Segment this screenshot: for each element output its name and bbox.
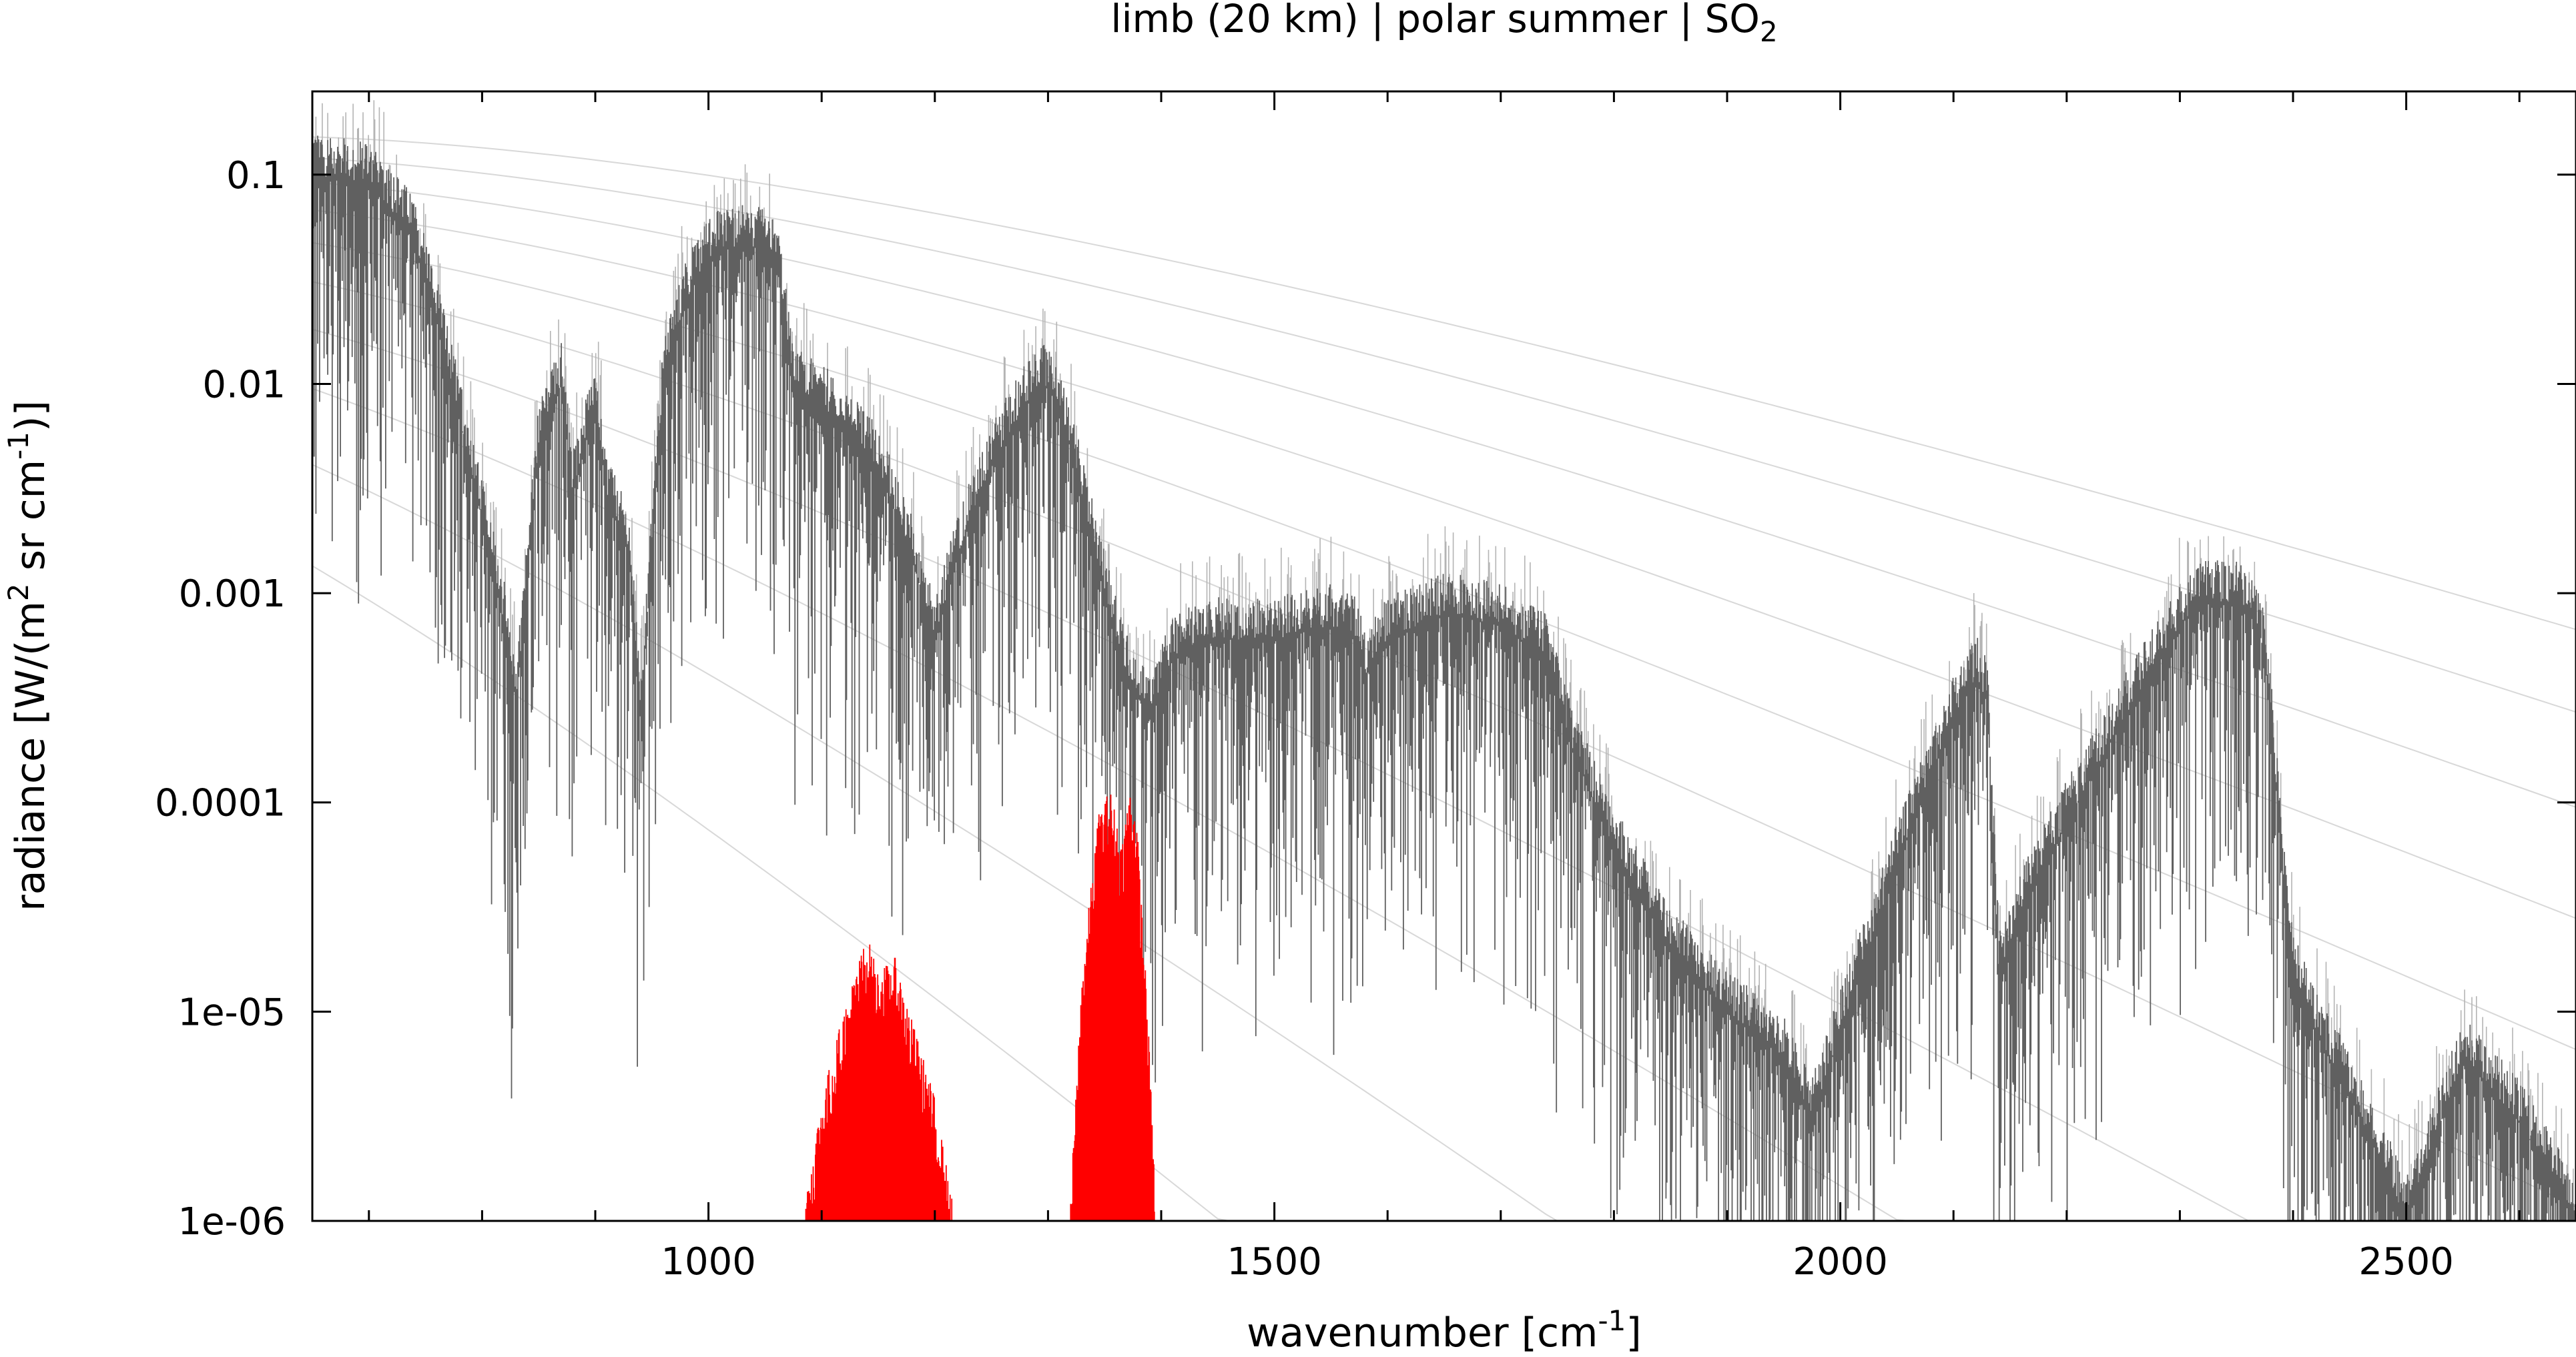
x-tick-label: 2500 [2358, 1240, 2454, 1284]
series-total [312, 135, 2576, 1221]
y-tick-label: 1e-06 [178, 1200, 286, 1244]
chart-title: limb (20 km) | polar summer | SO2 [1110, 0, 1777, 48]
plot-series [312, 100, 2576, 1221]
reference-curve [312, 565, 1377, 1222]
series-so2-band-2 [1070, 795, 1155, 1221]
x-tick-label: 1000 [661, 1240, 756, 1284]
series-so2-band-1 [805, 944, 953, 1221]
x-tick-label: 1500 [1227, 1240, 1322, 1284]
series-total-light [314, 100, 2574, 1205]
reference-curve [312, 136, 2576, 630]
y-axis-ticks: 1e-06 1e-05 0.0001 0.001 0.01 0.1 [155, 154, 2576, 1244]
y-tick-label: 0.1 [226, 154, 286, 197]
x-axis-title: wavenumber [cm-1] [1247, 1304, 1642, 1356]
chart-title-subscript: 2 [1760, 15, 1778, 48]
y-tick-label: 1e-05 [178, 991, 286, 1034]
x-tick-label: 2000 [1793, 1240, 1888, 1284]
y-tick-label: 0.0001 [155, 782, 286, 825]
y-tick-label: 0.01 [202, 363, 286, 406]
y-axis-title-sup2: -1 [2, 432, 35, 460]
y-axis-title-sup1: 2 [2, 583, 35, 601]
reference-curve [312, 181, 2576, 808]
x-axis-title-superscript: -1 [1598, 1304, 1626, 1337]
reference-curve [312, 328, 2486, 1222]
y-tick-label: 0.001 [179, 572, 286, 616]
x-axis-ticks: 1000 1500 2000 2500 [368, 91, 2521, 1284]
y-axis-title: radiance [W/(m2 sr cm-1)] [2, 400, 54, 911]
plot-frame [311, 90, 2576, 1222]
reference-curve [312, 209, 2576, 919]
